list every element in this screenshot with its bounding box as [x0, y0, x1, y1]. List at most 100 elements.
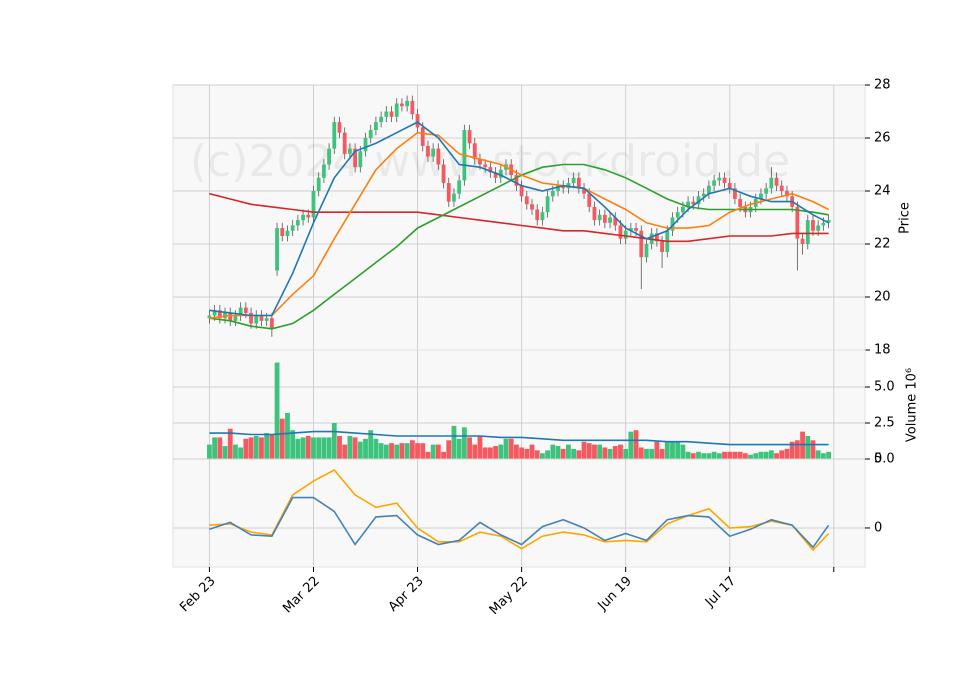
y-tick-label: 5: [874, 452, 882, 467]
volume-bar: [207, 444, 212, 459]
volume-bar: [732, 451, 738, 459]
candle-body: [623, 230, 628, 239]
volume-bar: [524, 448, 530, 459]
volume-bar: [300, 437, 306, 459]
volume-bar: [493, 446, 498, 459]
candle-body: [264, 318, 269, 321]
volume-bar: [784, 448, 790, 459]
volume-bar: [316, 437, 322, 459]
candle-body: [654, 233, 659, 242]
volume-bar: [279, 418, 285, 459]
volume-bar: [540, 453, 545, 459]
volume-bar: [441, 451, 446, 459]
volume-bar: [664, 441, 670, 459]
candle-body: [582, 188, 586, 194]
candle-body: [290, 225, 295, 231]
candle-body: [368, 130, 373, 138]
volume-bar: [295, 438, 301, 459]
candle-body: [675, 212, 680, 218]
candle-body: [696, 196, 701, 205]
y-tick-label: 20: [874, 290, 891, 305]
volume-bar: [409, 440, 415, 459]
volume-bar: [253, 435, 259, 459]
candle-body: [259, 315, 264, 321]
candle-body: [243, 307, 248, 313]
volume-bar: [612, 446, 618, 459]
volume-bar: [498, 444, 504, 459]
volume-bar: [711, 451, 717, 459]
candle-body: [644, 244, 649, 258]
volume-bar: [394, 444, 400, 459]
candle-body: [436, 148, 441, 165]
candle-body: [363, 138, 368, 152]
candle-body: [472, 143, 477, 160]
candle-body: [269, 318, 274, 329]
candle-body: [592, 206, 597, 221]
volume-bar: [748, 454, 753, 459]
price-axis-label: Price: [898, 202, 913, 234]
volume-bar: [274, 362, 280, 459]
candle-body: [301, 214, 305, 221]
candle-body: [816, 225, 821, 231]
candle-body: [514, 175, 519, 186]
volume-bar: [503, 438, 509, 459]
candle-body: [348, 148, 352, 154]
volume-bar: [696, 451, 701, 459]
candle-body: [722, 177, 727, 184]
candle-body: [707, 185, 711, 194]
candle-body: [670, 217, 675, 231]
candle-body: [457, 180, 462, 194]
volume-bar: [581, 441, 587, 459]
volume-bar: [690, 453, 696, 459]
y-tick-label: 0.0: [874, 452, 895, 467]
volume-bar: [763, 451, 769, 459]
candle-body: [353, 148, 358, 168]
volume-bar: [727, 451, 733, 459]
candle-body: [800, 238, 805, 244]
candle-body: [249, 312, 253, 324]
candle-body: [634, 228, 638, 231]
candle-body: [488, 167, 493, 173]
candle-body: [608, 217, 612, 223]
volume-bar: [378, 443, 384, 459]
volume-bar: [264, 433, 270, 459]
x-tick-label: Apr 23: [386, 574, 427, 615]
candle-body: [275, 228, 279, 271]
candle-body: [410, 100, 415, 115]
volume-bar: [238, 447, 244, 459]
volume-bar: [550, 444, 556, 459]
candle-body: [431, 148, 436, 157]
candle-body: [769, 177, 774, 189]
candle-body: [738, 198, 743, 207]
volume-bar: [794, 440, 800, 459]
candle-body: [576, 177, 581, 189]
volume-bar: [644, 448, 649, 459]
volume-bar: [826, 451, 831, 459]
line: [209, 496, 830, 549]
candle-body: [691, 201, 696, 205]
candle-body: [316, 177, 321, 191]
volume-bar: [545, 450, 551, 459]
volume-bar: [259, 437, 264, 459]
candle-body: [701, 193, 706, 197]
volume-bar: [357, 441, 363, 459]
volume-bar: [404, 443, 410, 459]
candle-body: [374, 122, 378, 131]
candle-body: [811, 220, 815, 231]
volume-bar: [555, 446, 561, 459]
candle-body: [478, 159, 482, 165]
y-tick-label: 0: [874, 520, 882, 535]
candle-body: [217, 310, 222, 319]
candle-body: [415, 114, 420, 128]
y-tick-label: 24: [874, 184, 891, 199]
candle-body: [727, 183, 732, 189]
volume-bar: [758, 451, 764, 459]
volume-bar: [670, 441, 675, 459]
candle-body: [686, 201, 690, 207]
volume-bar: [420, 443, 426, 459]
candle-body: [420, 127, 425, 146]
candle-body: [332, 122, 337, 149]
candle-body: [826, 220, 831, 223]
candle-body: [389, 111, 394, 117]
candle-body: [384, 111, 389, 117]
